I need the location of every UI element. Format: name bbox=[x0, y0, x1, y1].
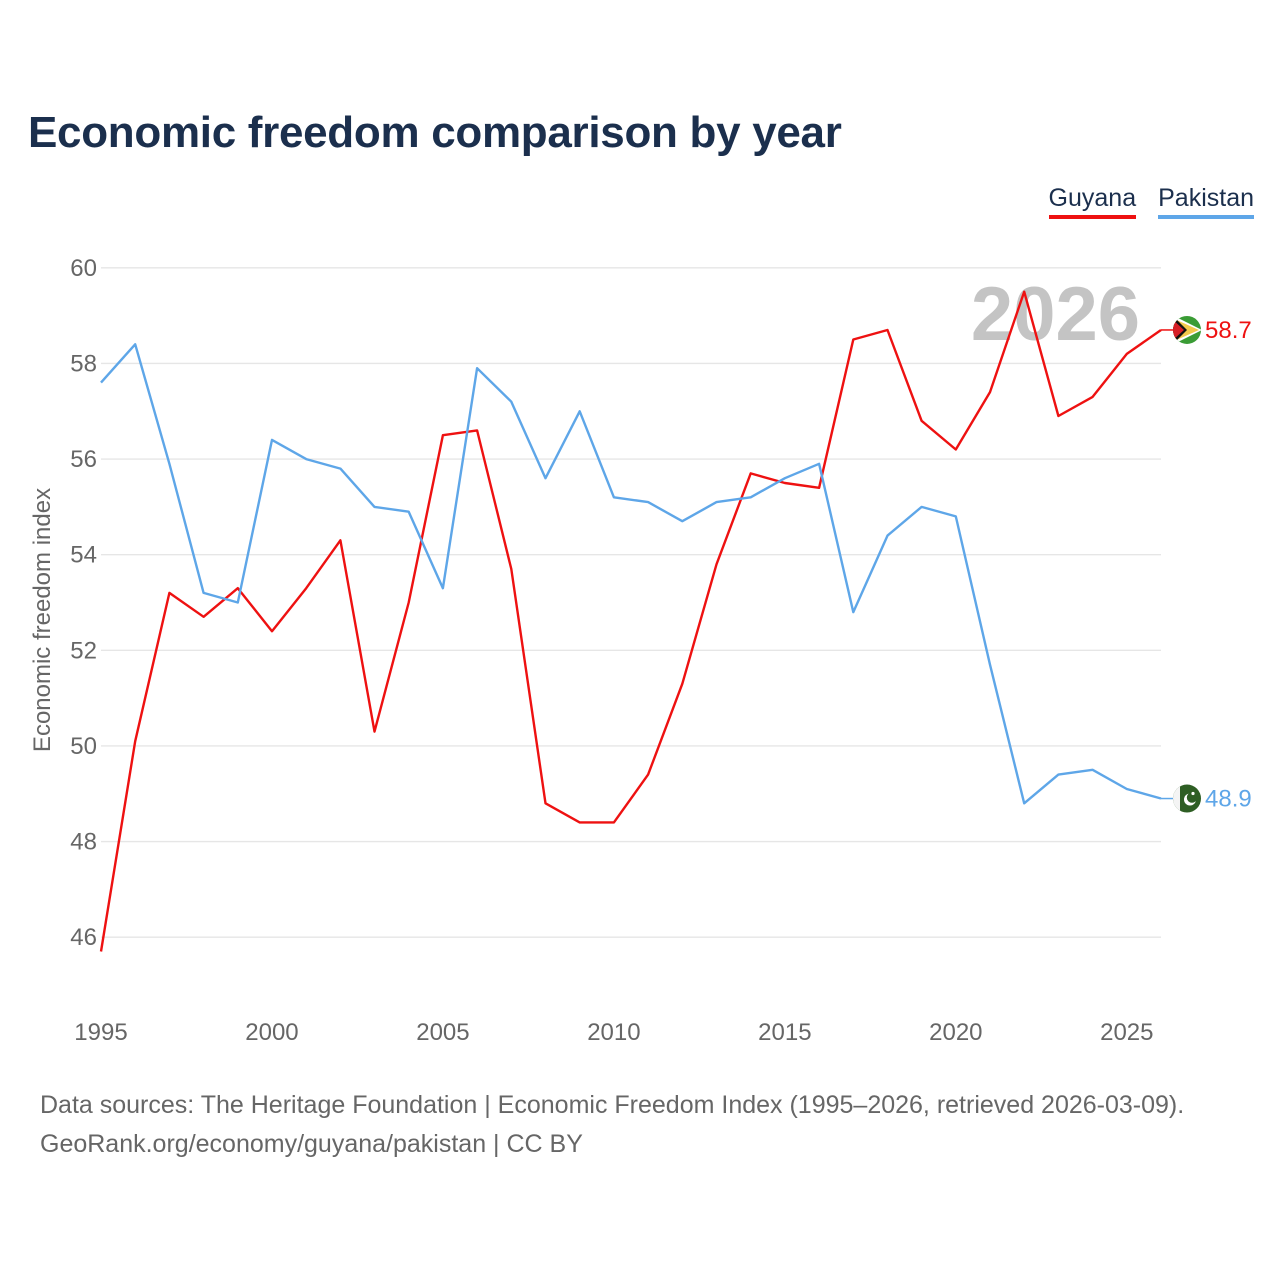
x-tick-label: 1995 bbox=[74, 1019, 127, 1046]
y-axis-ticks: 46 48 50 52 54 56 58 60 bbox=[70, 255, 97, 951]
guyana-flag-icon bbox=[1173, 315, 1201, 344]
legend-item-pakistan[interactable]: Pakistan bbox=[1158, 184, 1254, 219]
y-tick-label: 52 bbox=[70, 637, 97, 664]
source-line-1: Data sources: The Heritage Foundation | … bbox=[40, 1091, 1185, 1119]
chart-title: Economic freedom comparison by year bbox=[28, 108, 842, 157]
x-tick-label: 2025 bbox=[1100, 1019, 1153, 1046]
y-tick-label: 58 bbox=[70, 350, 97, 377]
legend-item-guyana[interactable]: Guyana bbox=[1048, 184, 1137, 219]
x-tick-label: 2015 bbox=[758, 1019, 811, 1046]
pakistan-flag-icon bbox=[1173, 784, 1201, 813]
y-tick-label: 56 bbox=[70, 446, 97, 473]
series-end-markers: 58.7 48.9 bbox=[1161, 315, 1252, 813]
x-tick-label: 2000 bbox=[245, 1019, 298, 1046]
x-tick-label: 2010 bbox=[587, 1019, 640, 1046]
x-axis-ticks: 1995 2000 2005 2010 2015 2020 2025 bbox=[74, 1019, 1153, 1046]
end-value-label-guyana: 58.7 bbox=[1205, 317, 1252, 344]
series-line-guyana[interactable] bbox=[99, 290, 1162, 952]
series-line-pakistan[interactable] bbox=[100, 343, 1162, 805]
y-tick-label: 50 bbox=[70, 733, 97, 760]
x-tick-label: 2005 bbox=[416, 1019, 469, 1046]
source-note: Data sources: The Heritage Foundation | … bbox=[40, 1086, 1184, 1164]
series-lines bbox=[99, 290, 1162, 952]
source-line-2: GeoRank.org/economy/guyana/pakistan | CC… bbox=[40, 1130, 583, 1158]
y-tick-label: 54 bbox=[70, 542, 97, 569]
legend: Guyana Pakistan bbox=[1048, 184, 1254, 219]
y-tick-label: 48 bbox=[70, 829, 97, 856]
x-tick-label: 2020 bbox=[929, 1019, 982, 1046]
y-tick-label: 46 bbox=[70, 924, 97, 951]
y-axis-label: Economic freedom index bbox=[29, 488, 56, 752]
y-tick-label: 60 bbox=[70, 255, 97, 282]
year-watermark: 2026 bbox=[971, 272, 1140, 357]
end-value-label-pakistan: 48.9 bbox=[1205, 786, 1252, 813]
gridlines bbox=[101, 267, 1161, 938]
